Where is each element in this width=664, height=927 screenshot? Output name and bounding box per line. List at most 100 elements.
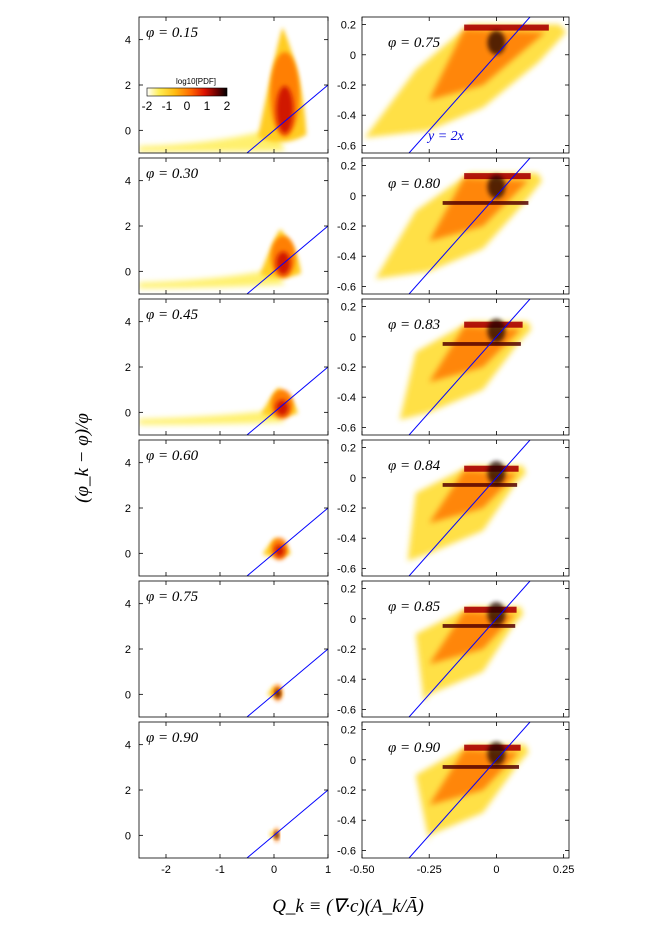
y-tick-label: 2 [125, 785, 131, 797]
x-axis-label: Q_k ≡ (∇·c)(A_k/Ā) [272, 896, 424, 917]
y-tick-label: -0.2 [337, 362, 356, 374]
reference-line-right [408, 581, 531, 717]
y-tick-label: 0 [350, 755, 356, 767]
y-tick-label: 0 [125, 689, 131, 701]
heatmap-dark-core [487, 460, 506, 485]
y-tick-label: 0 [350, 614, 356, 626]
y-tick-label: 0.2 [341, 443, 356, 455]
left-phi-labels: φ = 0.15 φ = 0.30 φ = 0.45 φ = 0.60 φ = … [146, 25, 199, 746]
y-tick-label: 2 [125, 644, 131, 656]
heatmap-dark-core [487, 174, 506, 199]
y-tick-label: -0.2 [337, 785, 356, 797]
reference-line-left [246, 648, 328, 717]
colorbar-tick: -1 [162, 99, 173, 113]
y-tick-label: 2 [125, 80, 131, 92]
heatmap-core-inner [274, 544, 285, 557]
y-tick-label: -0.2 [337, 644, 356, 656]
y-tick-label: 4 [125, 176, 131, 188]
y-tick-label: 2 [125, 362, 131, 374]
panel-frame-layer [138, 16, 570, 859]
y-tick-label: -0.6 [337, 422, 356, 434]
y-tick-label: 4 [125, 458, 131, 470]
reference-line-left [246, 789, 328, 858]
x-tick-label: 1 [325, 864, 331, 876]
colorbar-label: log10[PDF] [176, 77, 216, 86]
left-panel-heatmap [267, 684, 283, 702]
reference-line-right [408, 17, 531, 153]
phi-label: φ = 0.75 [146, 589, 199, 605]
y-tick-label: 2 [125, 221, 131, 233]
y-tick-label: -0.6 [337, 563, 356, 575]
y-tick-label: 0 [125, 830, 131, 842]
y-tick-label: 0 [125, 125, 131, 137]
reference-line-right [408, 299, 531, 435]
y-tick-label: 0 [350, 191, 356, 203]
heatmap-band-mid [442, 765, 519, 769]
y-tick-label: -0.6 [337, 140, 356, 152]
left-panel-heatmap [139, 229, 301, 289]
y-tick-label: 0.2 [341, 302, 356, 314]
phi-label: φ = 0.45 [146, 307, 199, 323]
y-axis-label: (φ_k − φ)/φ [72, 413, 93, 503]
y-tick-label: 4 [125, 740, 131, 752]
y-tick-label: -0.6 [337, 845, 356, 857]
heatmap-band-mid [442, 342, 521, 346]
colorbar: log10[PDF] -2 -1 0 1 2 [142, 77, 231, 113]
colorbar-tick: 2 [224, 99, 231, 113]
y-tick-label: -0.2 [337, 221, 356, 233]
x-tick-label: 0 [493, 864, 499, 876]
y-tick-label: 0 [125, 407, 131, 419]
left-panel-heatmap [269, 827, 280, 843]
phi-label: φ = 0.90 [146, 730, 199, 746]
colorbar-tick: -2 [142, 99, 153, 113]
right-panel-heatmap [399, 318, 532, 420]
right-panel-heatmap [407, 460, 526, 561]
phi-label: φ = 0.15 [146, 25, 199, 41]
x-tick-label: 0 [271, 864, 277, 876]
left-panel-heatmap [139, 387, 298, 425]
colorbar-gradient [146, 87, 228, 97]
left-panel-heatmap [139, 27, 307, 152]
heatmap-band-mid [442, 201, 529, 205]
y-tick-label: 4 [125, 599, 131, 611]
heatmap-core-inner [275, 689, 281, 698]
reference-line-layer [246, 17, 531, 858]
heatmap-tail [139, 410, 285, 425]
reference-line-right [408, 440, 531, 576]
y-tick-label: -0.4 [337, 392, 356, 404]
heatmap-layer [139, 24, 567, 843]
heatmap-band-mid [442, 483, 518, 487]
phi-label: φ = 0.84 [388, 458, 441, 474]
heatmap-dark-core [487, 601, 506, 626]
heatmap-band-top [464, 24, 549, 31]
reference-line-right [408, 722, 531, 858]
y-tick-label: 0 [125, 266, 131, 278]
phi-label: φ = 0.83 [388, 317, 440, 333]
phi-label: φ = 0.90 [388, 740, 441, 756]
y-tick-label: -0.4 [337, 533, 356, 545]
x-tick-label: 0.25 [553, 864, 574, 876]
y-tick-label: 0.2 [341, 20, 356, 32]
heatmap-core-inner [276, 86, 294, 134]
heatmap-dark-core [487, 741, 506, 766]
y-tick-label: 0 [350, 332, 356, 344]
y-tick-label: 0.2 [341, 161, 356, 173]
heatmap-dark-core [487, 30, 506, 55]
right-panel-heatmap [415, 741, 529, 843]
x-tick-label: -0.25 [417, 864, 442, 876]
right-panel-heatmap [415, 601, 524, 702]
y-tick-label: 0.2 [341, 725, 356, 737]
y-tick-label: -0.4 [337, 815, 356, 827]
y-tick-label: -0.4 [337, 674, 356, 686]
y-tick-label: 0 [350, 473, 356, 485]
reference-line-right [408, 158, 531, 294]
heatmap-core-inner [275, 399, 289, 416]
y-tick-label: 4 [125, 35, 131, 47]
x-tick-label: -2 [161, 864, 171, 876]
reference-line-left [246, 366, 328, 435]
right-panel-heatmap [375, 173, 543, 279]
y-tick-label: 0 [350, 50, 356, 62]
y-tick-label: -0.2 [337, 80, 356, 92]
phi-label: φ = 0.80 [388, 176, 441, 192]
